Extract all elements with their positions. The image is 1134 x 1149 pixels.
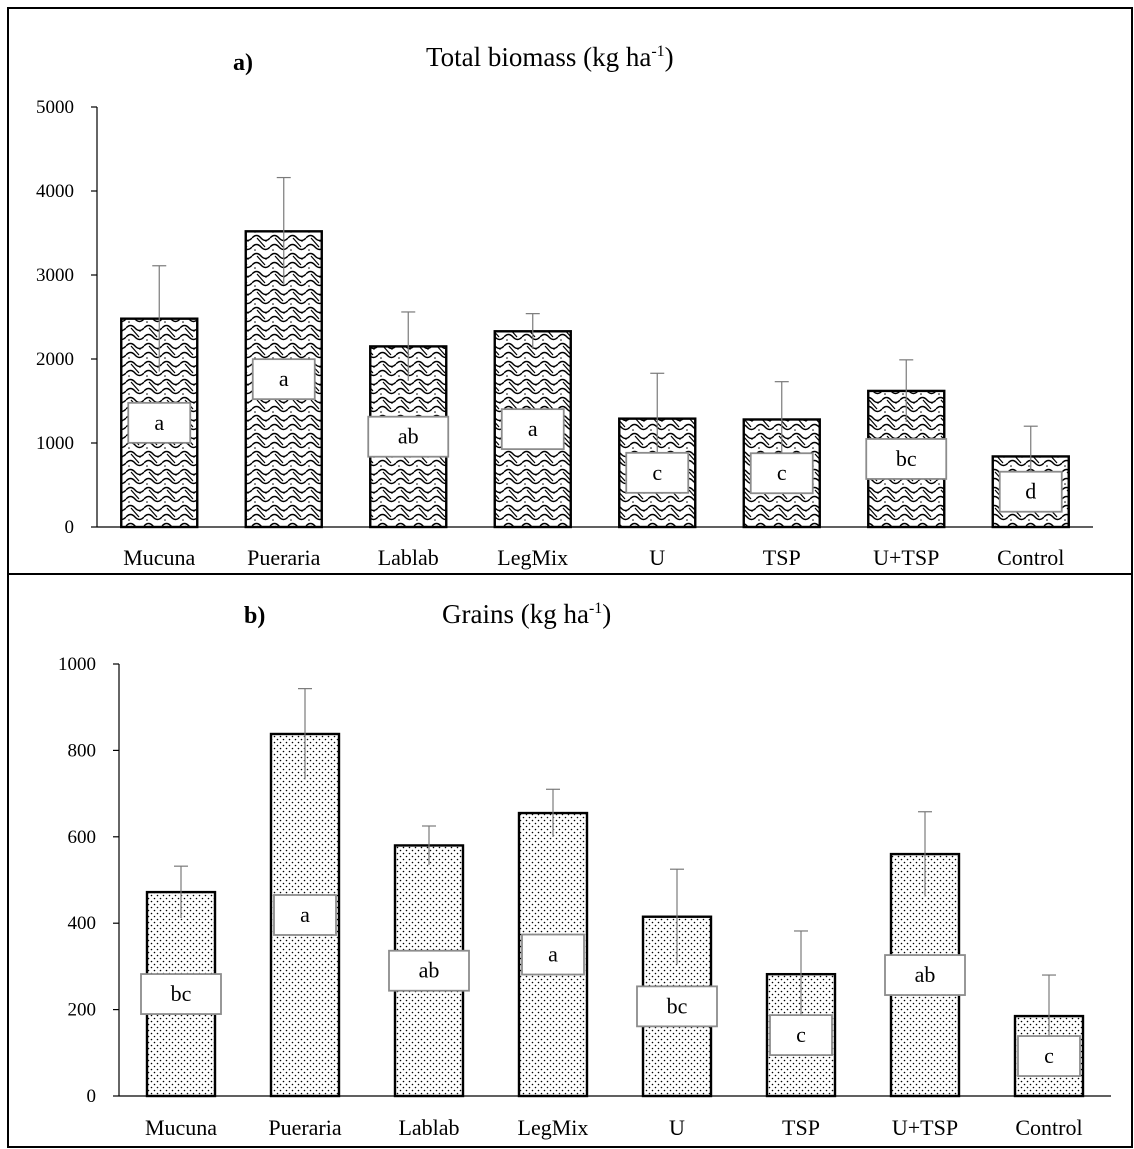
- significance-letter: ab: [419, 958, 440, 983]
- x-tick-label: Pueraria: [247, 545, 321, 570]
- significance-letter: c: [777, 460, 787, 485]
- x-tick-label: Lablab: [378, 545, 439, 570]
- y-tick-label: 800: [68, 740, 97, 761]
- x-tick-label: LegMix: [497, 545, 568, 570]
- y-tick-label: 1000: [58, 654, 96, 675]
- plot-b: 0 200 400 600 800 1000 bc Mucuna a Pueraria ab Labl…: [58, 654, 1111, 1140]
- significance-letter: a: [300, 902, 310, 927]
- significance-box: [636, 985, 718, 1028]
- y-tick-label: 600: [68, 827, 97, 848]
- x-tick-label: Mucuna: [145, 1115, 217, 1140]
- y-tick-label: 4000: [36, 181, 74, 202]
- significance-letter: bc: [667, 993, 688, 1018]
- significance-box: [388, 949, 470, 992]
- panel-a-label: a): [233, 50, 253, 76]
- panel-a-title: Total biomass (kg ha-1): [426, 42, 674, 72]
- significance-box: [749, 452, 814, 495]
- panel-b-title: Grains (kg ha-1): [442, 599, 611, 629]
- significance-letter: d: [1025, 479, 1036, 504]
- significance-letter: bc: [896, 446, 917, 471]
- y-tick-label: 400: [68, 913, 97, 934]
- x-tick-label: Pueraria: [268, 1115, 342, 1140]
- significance-letter: a: [154, 410, 164, 435]
- x-tick-label: TSP: [782, 1115, 820, 1140]
- significance-box: [367, 415, 450, 458]
- significance-box: [273, 894, 337, 936]
- x-tick-label: Control: [1015, 1115, 1082, 1140]
- y-tick-label: 2000: [36, 349, 74, 370]
- significance-box: [884, 954, 966, 996]
- x-tick-label: U+TSP: [873, 545, 939, 570]
- significance-letter: bc: [171, 981, 192, 1006]
- significance-letter: c: [796, 1022, 806, 1047]
- significance-letter: ab: [915, 962, 936, 987]
- x-tick-label: LegMix: [518, 1115, 589, 1140]
- y-tick-label: 3000: [36, 265, 74, 286]
- panel-b-border: [7, 573, 1133, 1148]
- significance-box: [140, 973, 222, 1015]
- significance-letter: a: [528, 416, 538, 441]
- panel-b-label: b): [244, 603, 265, 629]
- y-tick-label: 0: [65, 517, 75, 538]
- significance-box: [865, 438, 948, 480]
- significance-box: [127, 401, 192, 444]
- y-tick-label: 0: [87, 1086, 97, 1107]
- significance-letter: c: [652, 460, 662, 485]
- x-tick-label: U: [649, 545, 665, 570]
- significance-letter: a: [279, 366, 289, 391]
- significance-box: [769, 1014, 833, 1056]
- significance-letter: c: [1044, 1043, 1054, 1068]
- significance-letter: a: [548, 942, 558, 967]
- significance-box: [1017, 1035, 1081, 1077]
- x-tick-label: Control: [997, 545, 1064, 570]
- significance-box: [251, 358, 316, 401]
- x-tick-label: Mucuna: [123, 545, 195, 570]
- significance-box: [998, 470, 1063, 513]
- y-tick-label: 200: [68, 1000, 97, 1021]
- y-tick-label: 5000: [36, 97, 74, 118]
- significance-box: [500, 408, 565, 451]
- plot-a: 0 1000 2000 3000 4000 5000 a Mucuna a Pueraria ab L…: [36, 97, 1093, 570]
- x-tick-label: U+TSP: [892, 1115, 958, 1140]
- x-tick-label: U: [669, 1115, 685, 1140]
- y-tick-label: 1000: [36, 433, 74, 454]
- significance-box: [625, 451, 690, 494]
- x-tick-label: TSP: [763, 545, 801, 570]
- significance-letter: ab: [398, 424, 419, 449]
- significance-box: [521, 933, 585, 976]
- x-tick-label: Lablab: [398, 1115, 459, 1140]
